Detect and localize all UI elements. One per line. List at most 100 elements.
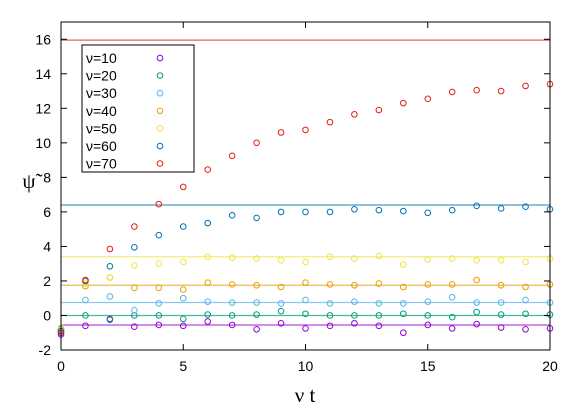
legend-marker — [156, 72, 164, 79]
legend-marker — [156, 160, 164, 167]
data-point — [522, 296, 529, 304]
data-point — [400, 329, 407, 337]
data-point — [82, 296, 89, 304]
data-point — [302, 126, 309, 134]
y-tick-label: 14 — [35, 66, 51, 82]
data-point — [155, 321, 163, 329]
data-point — [228, 321, 236, 329]
legend-label: ν=30 — [86, 85, 117, 101]
data-point — [155, 260, 163, 267]
data-point — [400, 207, 407, 215]
data-point — [131, 323, 138, 330]
data-point — [302, 208, 309, 216]
data-point — [204, 318, 211, 325]
data-point — [522, 258, 529, 266]
data-point — [204, 279, 211, 286]
data-point — [400, 300, 407, 307]
legend-label: ν=40 — [86, 103, 117, 119]
data-point — [277, 208, 285, 216]
data-points — [57, 80, 554, 338]
y-tick-label: 6 — [43, 204, 51, 220]
data-point — [326, 281, 334, 288]
x-axis-label: ν t — [295, 383, 316, 407]
data-point — [522, 203, 529, 211]
data-point — [375, 322, 383, 330]
data-point — [448, 88, 456, 96]
data-point — [82, 280, 89, 287]
data-point — [522, 283, 529, 291]
data-point — [424, 281, 432, 288]
legend-label: ν=10 — [86, 50, 117, 66]
data-point — [155, 312, 163, 319]
data-point — [131, 306, 138, 314]
data-point — [497, 87, 505, 95]
data-point — [179, 183, 187, 191]
x-tick-label: 20 — [542, 358, 558, 374]
data-point — [179, 315, 187, 323]
data-point — [351, 281, 358, 289]
y-tick-label: 0 — [43, 307, 51, 323]
data-point — [375, 300, 383, 307]
data-point — [82, 322, 89, 330]
y-tick-label: 12 — [35, 100, 51, 116]
legend-marker — [156, 54, 164, 62]
data-point — [400, 261, 407, 268]
data-point — [179, 294, 187, 302]
data-point — [253, 255, 260, 262]
data-point — [131, 243, 138, 251]
data-point — [375, 106, 383, 114]
data-point — [473, 299, 480, 306]
legend-label: ν=60 — [86, 138, 117, 154]
data-point — [473, 202, 480, 210]
y-tick-label: -2 — [39, 342, 52, 358]
data-point — [302, 258, 309, 266]
data-point — [204, 253, 211, 261]
data-point — [400, 283, 407, 291]
data-point — [277, 300, 285, 307]
data-point — [448, 281, 456, 288]
legend-label: ν=20 — [86, 68, 117, 84]
data-point — [253, 325, 260, 333]
data-point — [351, 312, 358, 319]
y-tick-label: 2 — [43, 273, 51, 289]
y-tick-label: 10 — [35, 135, 51, 151]
data-point — [351, 206, 358, 213]
data-point — [497, 256, 505, 264]
legend-label: ν=70 — [86, 156, 117, 172]
data-point — [424, 95, 432, 103]
data-point — [448, 294, 456, 301]
data-point — [497, 281, 505, 289]
axis-ticks: 0 5 10 15 20 -2 0 2 4 6 8 10 12 14 16 — [35, 22, 558, 374]
data-point — [277, 283, 285, 291]
data-point — [302, 296, 309, 304]
data-point — [326, 312, 334, 319]
data-point — [228, 312, 236, 319]
data-point — [473, 276, 480, 284]
data-point — [253, 214, 260, 222]
data-point — [424, 321, 432, 329]
data-point — [228, 254, 236, 261]
data-point — [375, 252, 383, 260]
data-point — [155, 231, 163, 239]
data-point — [375, 312, 383, 319]
data-point — [253, 139, 260, 147]
data-point — [497, 299, 505, 306]
data-point — [179, 258, 187, 266]
data-point — [155, 284, 163, 292]
legend-marker — [156, 142, 164, 150]
data-point — [253, 311, 260, 318]
data-point — [326, 208, 334, 216]
data-point — [228, 281, 236, 288]
data-point — [473, 86, 480, 94]
data-point — [228, 212, 236, 219]
x-tick-label: 5 — [179, 358, 187, 374]
data-point — [277, 307, 285, 315]
data-point — [497, 324, 505, 331]
data-point — [204, 311, 211, 318]
legend-marker — [156, 125, 164, 132]
data-point — [351, 255, 358, 262]
data-point — [351, 319, 358, 327]
legend: ν=10 ν=20ν=30 ν=40ν=50 ν=60 ν=70 — [81, 44, 195, 173]
data-point — [204, 219, 211, 227]
data-point — [302, 310, 309, 318]
